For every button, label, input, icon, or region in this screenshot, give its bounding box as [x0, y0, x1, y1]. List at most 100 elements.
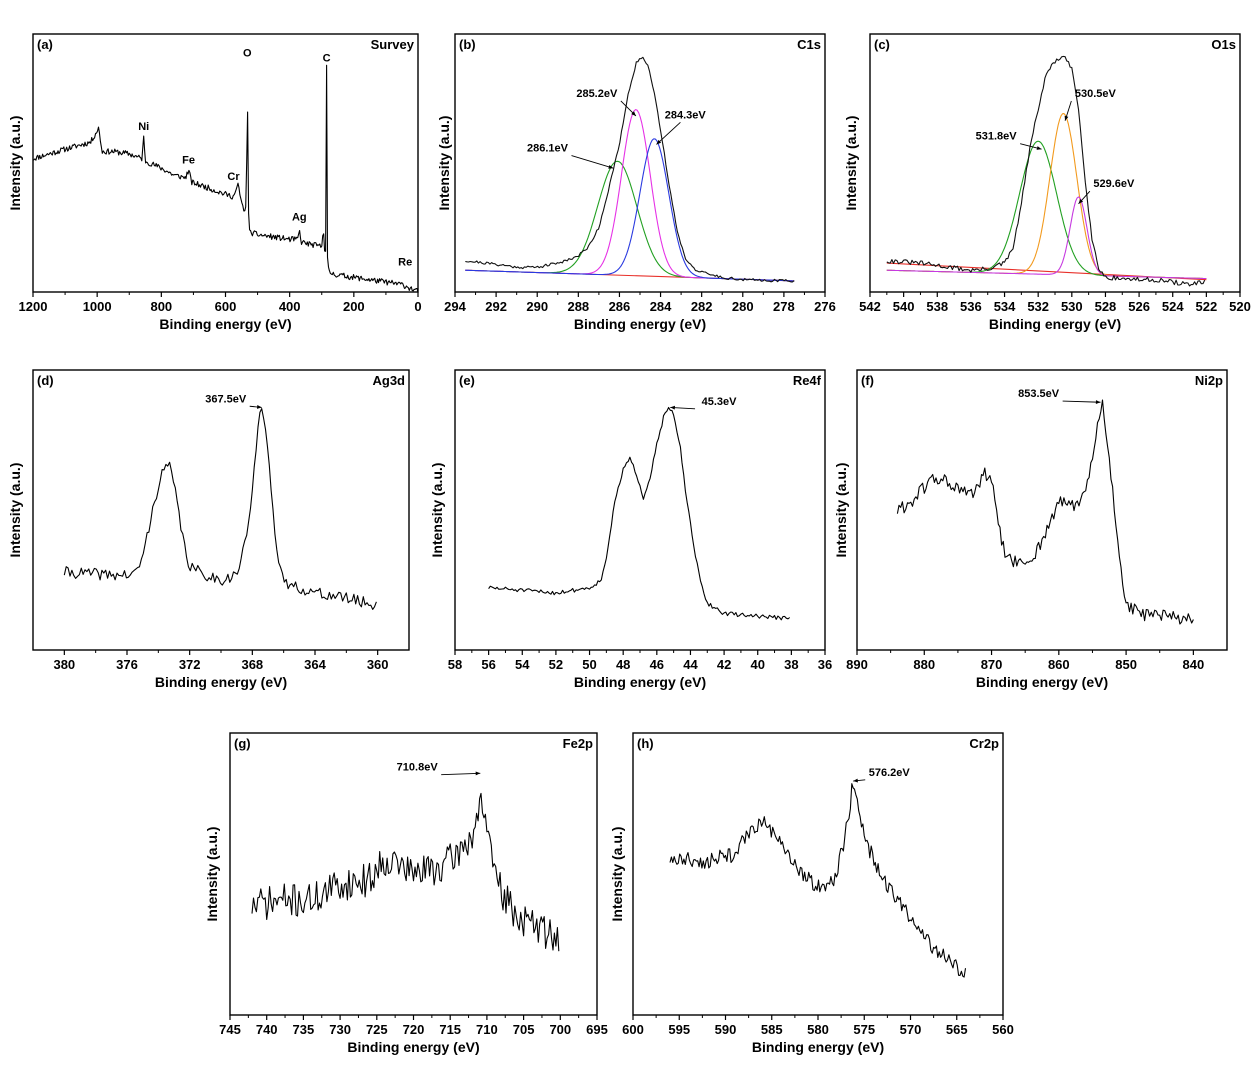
- x-tick-label: 565: [946, 1022, 968, 1037]
- y-axis-label: Intensity (a.u.): [7, 116, 23, 211]
- x-tick-label: 280: [732, 299, 754, 314]
- panel-letter: (b): [459, 37, 476, 52]
- x-tick-label: 520: [1229, 299, 1251, 314]
- element-label: C: [323, 52, 331, 64]
- arrow-head: [631, 111, 636, 116]
- element-label: O: [243, 48, 252, 60]
- x-tick-label: 524: [1162, 299, 1184, 314]
- panel-a: (a) Survey 1200 1000 800 600 400 200 0 Binding en…: [7, 33, 422, 332]
- y-axis-label: Intensity (a.u.): [204, 827, 220, 922]
- x-tick-label: 575: [853, 1022, 875, 1037]
- x-tick-label: 284: [650, 299, 672, 314]
- x-tick-label: 288: [567, 299, 589, 314]
- x-axis-label: Binding energy (eV): [574, 316, 706, 332]
- peak-annotation: 530.5eV: [1075, 88, 1117, 100]
- x-tick-label: 0: [414, 299, 421, 314]
- arrow-head: [656, 139, 662, 145]
- panel-g: (g) Fe2p 745 740 735 730 725 720 715 710 705 700 695…: [204, 732, 608, 1055]
- arrow-head: [256, 405, 262, 409]
- x-tick-label: 700: [549, 1022, 571, 1037]
- x-tick-label: 1000: [83, 299, 112, 314]
- element-label: Fe: [182, 154, 195, 166]
- peak-annotation: 531.8eV: [976, 131, 1018, 143]
- peak-annotation: 284.3eV: [665, 109, 707, 121]
- x-axis-label: Binding energy (eV): [155, 674, 287, 690]
- series-Ag3d: [63, 408, 377, 610]
- panel-title: Fe2p: [563, 736, 593, 751]
- x-tick-label: 50: [582, 657, 596, 672]
- x-tick-label: 286: [609, 299, 631, 314]
- x-tick-label: 44: [683, 657, 698, 672]
- arrow-head: [1036, 146, 1042, 150]
- panel-letter: (f): [861, 373, 874, 388]
- peak-annotation: 853.5eV: [1018, 388, 1060, 400]
- arrow-head: [1078, 199, 1084, 204]
- plot-area: [32, 33, 419, 293]
- x-tick-label: 400: [279, 299, 301, 314]
- x-axis-label: Binding energy (eV): [976, 674, 1108, 690]
- x-tick-label: 54: [515, 657, 530, 672]
- x-tick-label: 710: [476, 1022, 498, 1037]
- panel-letter: (g): [234, 736, 251, 751]
- x-tick-label: 560: [992, 1022, 1014, 1037]
- x-tick-label: 380: [53, 657, 75, 672]
- x-tick-label: 880: [913, 657, 935, 672]
- x-tick-label: 278: [773, 299, 795, 314]
- x-tick-label: 580: [807, 1022, 829, 1037]
- x-tick-label: 570: [900, 1022, 922, 1037]
- x-tick-label: 600: [622, 1022, 644, 1037]
- peak-annotation: 710.8eV: [397, 762, 439, 774]
- series-Fe2p: [251, 792, 560, 952]
- x-tick-label: 542: [859, 299, 881, 314]
- x-tick-label: 292: [485, 299, 507, 314]
- y-axis-label: Intensity (a.u.): [429, 463, 445, 558]
- peak-annotation: 576.2eV: [869, 767, 911, 779]
- element-label: Re: [398, 256, 412, 268]
- arrow-head: [608, 164, 614, 169]
- y-axis-label: Intensity (a.u.): [436, 116, 452, 211]
- panel-letter: (a): [37, 37, 53, 52]
- panel-title: O1s: [1211, 37, 1236, 52]
- x-tick-label: 705: [513, 1022, 535, 1037]
- panel-letter: (c): [874, 37, 890, 52]
- x-tick-label: 42: [717, 657, 731, 672]
- panel-c: (c) O1s 542 540 538 536 534 532 530 528 526 524 522 5…: [843, 33, 1251, 332]
- x-tick-label: 590: [715, 1022, 737, 1037]
- panel-title: Cr2p: [969, 736, 999, 751]
- series-Re4f: [488, 406, 791, 621]
- peak-annotation: 285.2eV: [576, 88, 618, 100]
- x-tick-label: 276: [814, 299, 836, 314]
- x-tick-label: 530: [1061, 299, 1083, 314]
- series-Cr2p: [669, 783, 967, 978]
- x-tick-label: 52: [549, 657, 563, 672]
- element-label: Cr: [227, 171, 240, 183]
- x-tick-label: 600: [215, 299, 237, 314]
- x-tick-label: 715: [439, 1022, 461, 1037]
- y-axis-label: Intensity (a.u.): [833, 463, 849, 558]
- arrow-head: [1064, 115, 1069, 121]
- x-axis-label: Binding energy (eV): [347, 1039, 479, 1055]
- plot-area: [229, 732, 598, 1016]
- x-tick-label: 850: [1115, 657, 1137, 672]
- x-tick-label: 46: [650, 657, 664, 672]
- x-tick-label: 526: [1128, 299, 1150, 314]
- x-tick-label: 695: [586, 1022, 608, 1037]
- x-tick-label: 48: [616, 657, 630, 672]
- arrow-head: [475, 771, 481, 776]
- x-tick-label: 534: [994, 299, 1016, 314]
- y-axis-label: Intensity (a.u.): [609, 827, 625, 922]
- panel-title: Ag3d: [373, 373, 406, 388]
- x-tick-label: 585: [761, 1022, 783, 1037]
- series-529.6eV: [886, 196, 1207, 280]
- series-Ni2p: [896, 399, 1194, 625]
- panel-title: Ni2p: [1195, 373, 1223, 388]
- panel-e: (e) Re4f 58 56 54 52 50 48 46 44 42 40 38 36 Binding e…: [429, 369, 832, 690]
- panel-title: Re4f: [793, 373, 822, 388]
- x-axis-label: Binding energy (eV): [159, 316, 291, 332]
- x-tick-label: 540: [893, 299, 915, 314]
- x-tick-label: 376: [116, 657, 138, 672]
- x-tick-label: 720: [403, 1022, 425, 1037]
- x-tick-label: 522: [1196, 299, 1218, 314]
- x-tick-label: 840: [1183, 657, 1205, 672]
